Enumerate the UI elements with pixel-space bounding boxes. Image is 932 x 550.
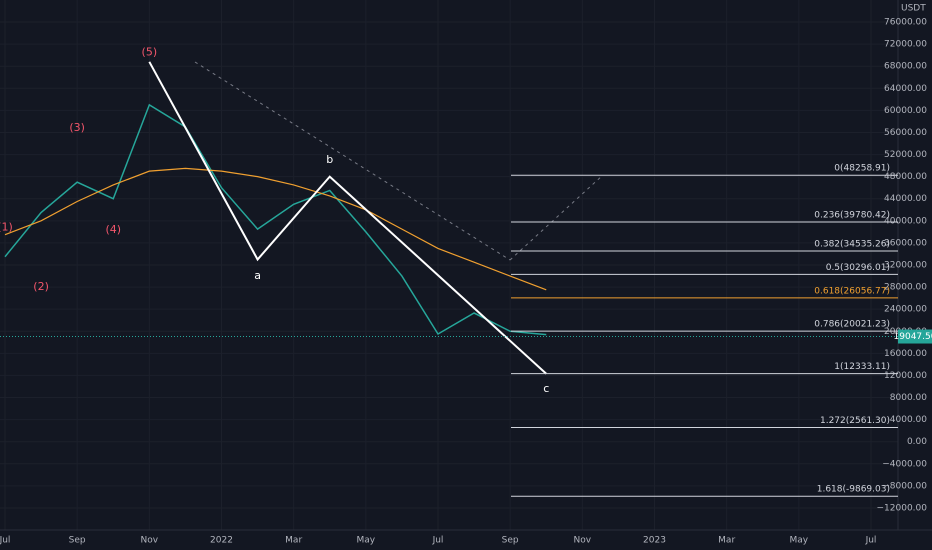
x-tick-label: Jul bbox=[432, 536, 444, 546]
x-tick-label: Sep bbox=[502, 536, 519, 546]
fib-label: 0.382(34535.26) bbox=[814, 240, 890, 250]
y-tick-label: −12000.00 bbox=[877, 503, 928, 513]
wave-label: (4) bbox=[105, 223, 121, 236]
wave-label: (1) bbox=[0, 220, 13, 233]
price-line bbox=[4, 103, 547, 336]
y-tick-label: 0.00 bbox=[907, 437, 927, 447]
y-tick-label: 36000.00 bbox=[884, 238, 927, 248]
wave-label: (3) bbox=[69, 121, 85, 134]
last-price-box bbox=[898, 329, 932, 344]
y-tick-label: 48000.00 bbox=[884, 172, 927, 182]
x-tick-label: Jul bbox=[0, 536, 10, 546]
y-tick-label: 76000.00 bbox=[884, 18, 927, 28]
fib-label: 0.236(39780.42) bbox=[814, 211, 890, 221]
wave-label: b bbox=[326, 153, 333, 166]
wave-label: (2) bbox=[33, 280, 49, 293]
y-tick-label: 44000.00 bbox=[884, 194, 927, 204]
y-tick-label: 56000.00 bbox=[884, 128, 927, 138]
x-tick-label: Nov bbox=[141, 536, 159, 546]
last-price-label: 19047.50 bbox=[894, 332, 932, 342]
y-tick-label: 68000.00 bbox=[884, 62, 927, 72]
y-tick-label: 24000.00 bbox=[884, 305, 927, 315]
x-tick-label: Nov bbox=[574, 536, 592, 546]
fib-label: 1(12333.11) bbox=[834, 362, 890, 372]
y-tick-label: 60000.00 bbox=[884, 106, 927, 116]
y-tick-label: 12000.00 bbox=[884, 371, 927, 381]
price-line bbox=[4, 167, 547, 291]
x-tick-label: Sep bbox=[69, 536, 86, 546]
y-tick-label: −4000.00 bbox=[882, 459, 927, 469]
y-tick-label: 40000.00 bbox=[884, 216, 927, 226]
grid bbox=[0, 0, 898, 530]
wave-label: c bbox=[543, 382, 549, 395]
trend-line bbox=[194, 61, 511, 261]
x-tick-label: May bbox=[357, 536, 376, 546]
fib-label: 0.5(30296.01) bbox=[826, 263, 890, 273]
x-tick-label: May bbox=[790, 536, 809, 546]
y-tick-label: 16000.00 bbox=[884, 349, 927, 359]
wave-label: a bbox=[254, 269, 261, 282]
y-tick-label: 28000.00 bbox=[884, 283, 927, 293]
y-tick-label: 72000.00 bbox=[884, 40, 927, 50]
y-tick-label: 4000.00 bbox=[890, 415, 927, 425]
x-tick-label: Mar bbox=[285, 536, 302, 546]
wave-line bbox=[148, 61, 547, 375]
x-tick-label: 2023 bbox=[643, 536, 666, 546]
fib-label: 0.786(20021.23) bbox=[814, 320, 890, 330]
x-tick-label: Jul bbox=[865, 536, 877, 546]
y-tick-label: −8000.00 bbox=[882, 481, 927, 491]
y-tick-label: 52000.00 bbox=[884, 150, 927, 160]
y-tick-label: 8000.00 bbox=[890, 393, 927, 403]
x-tick-label: Mar bbox=[718, 536, 735, 546]
y-tick-label: 64000.00 bbox=[884, 84, 927, 94]
fib-label: 1.272(2561.30) bbox=[820, 416, 890, 426]
fib-label: 0(48258.91) bbox=[834, 164, 890, 174]
wave-label: (5) bbox=[142, 45, 158, 58]
currency: USDT bbox=[901, 4, 926, 14]
y-tick-label: 32000.00 bbox=[884, 261, 927, 271]
fib-label: 0.618(26056.77) bbox=[814, 286, 890, 296]
fib-label: 1.618(-9869.03) bbox=[817, 485, 890, 495]
x-tick-label: 2022 bbox=[210, 536, 233, 546]
